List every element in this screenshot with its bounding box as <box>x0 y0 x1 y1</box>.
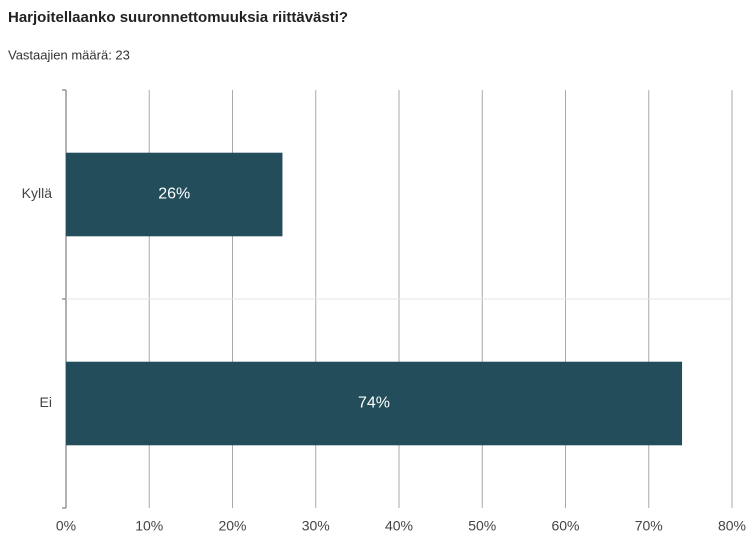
value-label: 74% <box>358 395 390 412</box>
x-tick-label: 60% <box>551 518 579 534</box>
x-tick-label: 70% <box>635 518 663 534</box>
value-label: 26% <box>158 186 190 203</box>
bar <box>66 361 683 446</box>
x-tick-label: 80% <box>718 518 746 534</box>
x-tick-label: 10% <box>135 518 163 534</box>
bar <box>66 152 283 237</box>
x-tick-label: 40% <box>385 518 413 534</box>
y-tick-label: Ei <box>40 394 52 410</box>
y-tick-label: Kyllä <box>22 185 53 201</box>
chart-subtitle: Vastaajien määrä: 23 <box>8 47 130 62</box>
x-tick-label: 50% <box>468 518 496 534</box>
x-tick-label: 0% <box>56 518 76 534</box>
chart-title: Harjoitellaanko suuronnettomuuksia riitt… <box>8 9 348 26</box>
x-tick-label: 30% <box>302 518 330 534</box>
x-tick-label: 20% <box>218 518 246 534</box>
